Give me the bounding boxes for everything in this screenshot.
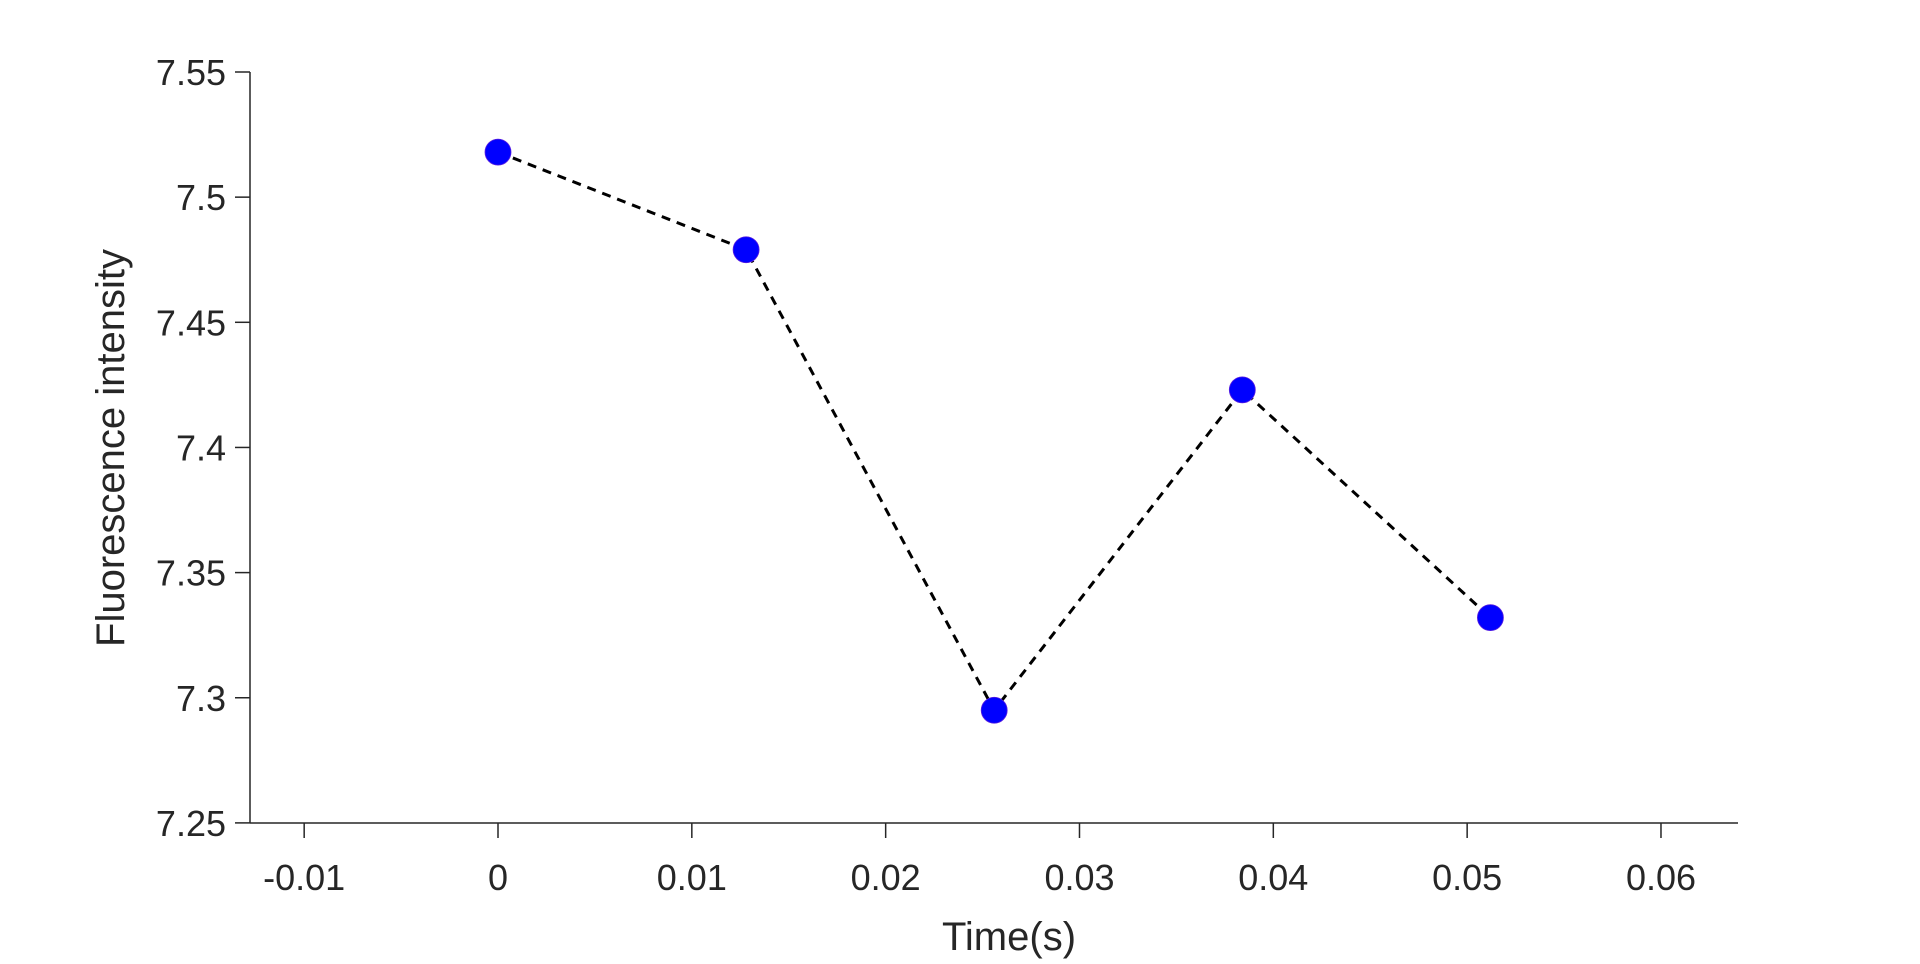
y-tick-label: 7.25 — [156, 803, 226, 844]
data-series — [484, 138, 1504, 724]
x-tick-label: 0.02 — [851, 857, 921, 898]
y-ticks: 7.25 7.3 7.35 7.4 7.45 7.5 7.55 — [156, 52, 250, 844]
y-tick-label: 7.55 — [156, 52, 226, 93]
x-tick-label: 0.03 — [1044, 857, 1114, 898]
x-tick-label: 0.04 — [1238, 857, 1308, 898]
series-line — [497, 150, 1492, 714]
x-tick-label: 0 — [488, 857, 508, 898]
data-point-marker — [980, 696, 1008, 724]
x-tick-label: 0.01 — [657, 857, 727, 898]
x-axis-label: Time(s) — [942, 915, 1076, 959]
x-ticks: -0.01 0 0.01 0.02 0.03 0.04 0.05 0.06 — [263, 823, 1696, 898]
y-axis-label: Fluorescence intensity — [89, 249, 133, 647]
data-point-marker — [1477, 604, 1504, 632]
x-tick-label: -0.01 — [263, 857, 345, 898]
y-tick-label: 7.3 — [176, 678, 226, 719]
y-tick-label: 7.35 — [156, 553, 226, 594]
y-tick-label: 7.45 — [156, 302, 226, 343]
y-tick-label: 7.5 — [176, 177, 226, 218]
x-tick-label: 0.06 — [1626, 857, 1696, 898]
data-point-marker — [1228, 376, 1256, 404]
data-point-marker — [732, 236, 760, 264]
x-tick-label: 0.05 — [1432, 857, 1502, 898]
data-point-marker — [484, 138, 512, 166]
y-tick-label: 7.4 — [176, 427, 226, 468]
series-markers — [484, 138, 1504, 724]
